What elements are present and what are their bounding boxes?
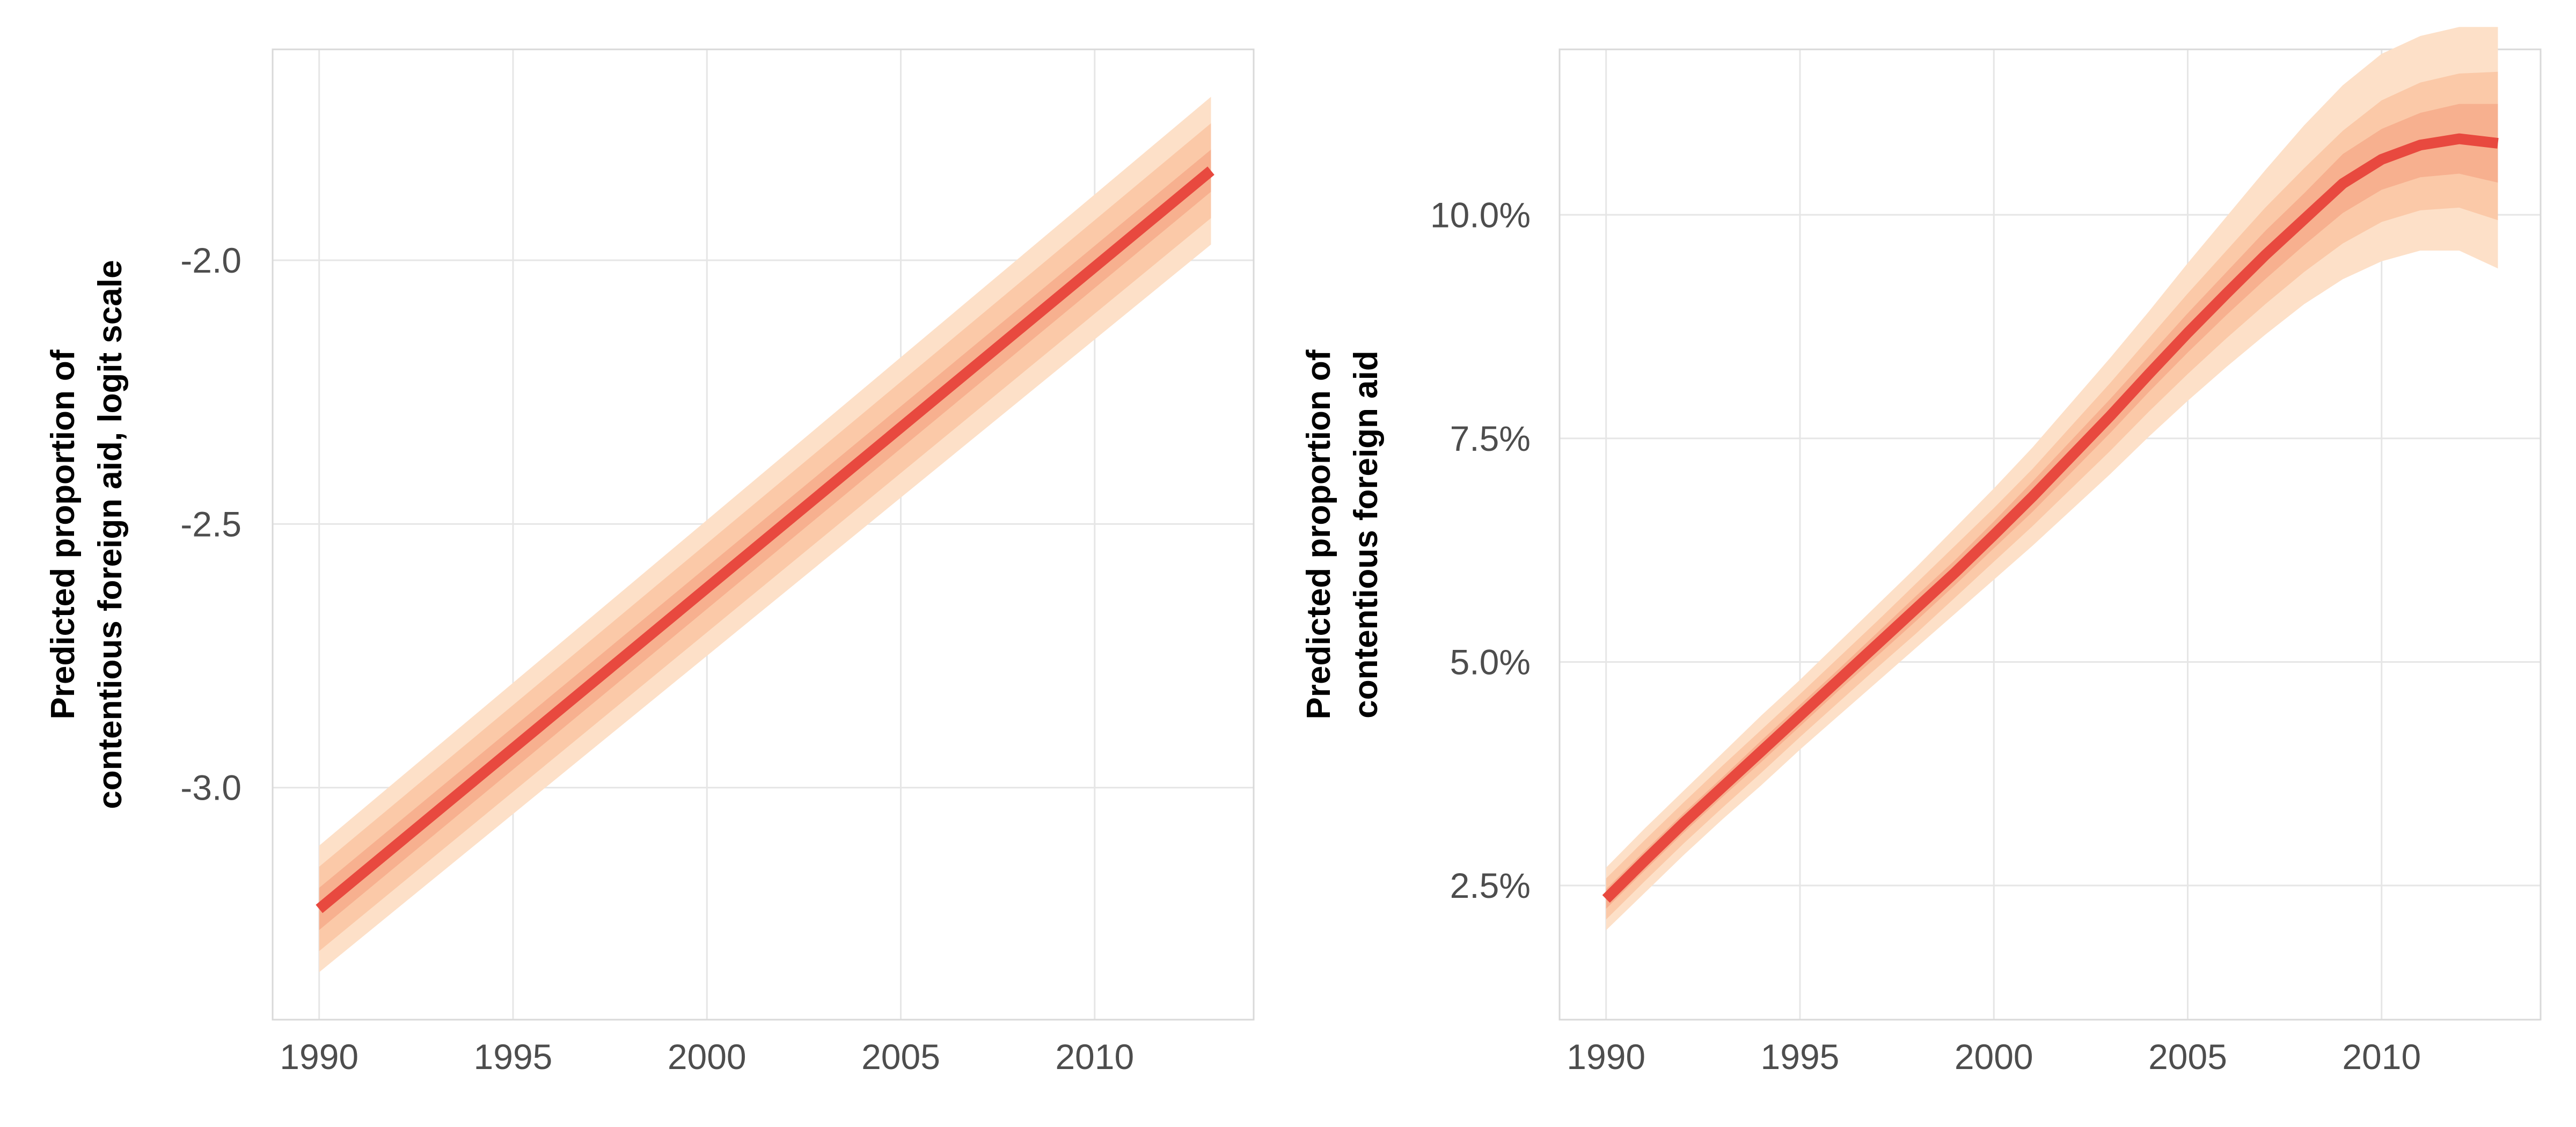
chart-0-x-tick-label: 1995 (474, 1037, 553, 1077)
chart-1-x-tick-label: 2000 (1955, 1037, 2033, 1077)
chart-1-y-tick-label: 5.0% (1450, 642, 1531, 682)
chart-1-x-tick-label: 1990 (1567, 1037, 1645, 1077)
chart-1-x-tick-label: 1995 (1761, 1037, 1840, 1077)
chart-1-x-tick-label: 2010 (2342, 1037, 2421, 1077)
chart-1-y-tick-label: 7.5% (1450, 419, 1531, 458)
chart-1-series-line (1602, 133, 2499, 903)
chart-1-y-tick-label: 2.5% (1450, 866, 1531, 905)
chart-0-x-tick-label: 2000 (668, 1037, 747, 1077)
chart-0-y-tick-label: -2.0 (180, 240, 241, 280)
chart-1-y-tick-label: 10.0% (1430, 195, 1531, 235)
chart-1-y-axis-title-line-2: contentious foreign aid (1348, 350, 1385, 718)
chart-1-y-axis-title-line-1: Predicted proportion of (1300, 349, 1337, 719)
chart-0-y-axis-title-line-2: contentious foreign aid, logit scale (92, 260, 129, 809)
chart-0-x-tick-label: 2010 (1055, 1037, 1134, 1077)
chart-0-y-tick-label: -2.5 (180, 504, 241, 544)
chart-0-x-tick-label: 2005 (861, 1037, 940, 1077)
chart-1-interval-band-80 (1606, 71, 2498, 920)
chart-1-plot-frame (1558, 48, 2542, 1021)
right-panel-percent-scale: 1990 1995 2000 2005 2010 2.5% 5.0% 7.5% 10.0% Pre… (1300, 27, 2542, 1077)
chart-0-y-axis-title-line-1: Predicted proportion of (45, 349, 82, 719)
chart-0-plot-frame (272, 48, 1255, 1021)
chart-0-x-tick-label: 1990 (280, 1037, 358, 1077)
chart-0-y-tick-label: -3.0 (180, 768, 241, 808)
chart-1-x-tick-label: 2005 (2148, 1037, 2227, 1077)
chart-0-series-line (316, 166, 1214, 913)
left-panel-logit-scale: 1990 1995 2000 2005 2010 -3.0 -2.5 -2.0 Predicte… (45, 48, 1255, 1077)
